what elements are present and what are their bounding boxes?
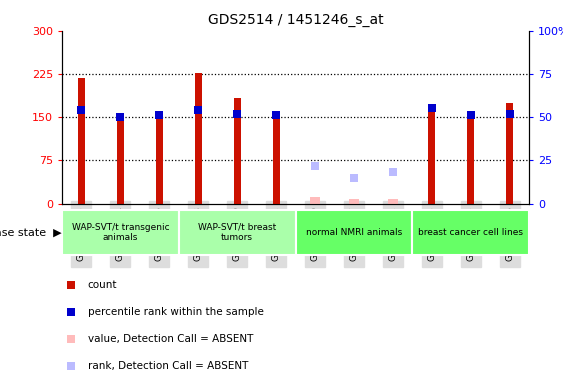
Bar	[506, 103, 513, 204]
Text: count: count	[88, 280, 117, 290]
Bar	[117, 113, 124, 204]
Bar	[467, 116, 474, 204]
Text: WAP-SVT/t transgenic
animals: WAP-SVT/t transgenic animals	[72, 223, 169, 242]
Point	[116, 114, 125, 120]
Point	[67, 336, 76, 342]
Point	[194, 107, 203, 113]
Bar	[310, 197, 320, 204]
Point	[155, 112, 164, 118]
Bar	[178, 210, 296, 255]
Bar	[412, 210, 529, 255]
Bar	[234, 98, 240, 204]
Bar	[195, 73, 202, 204]
Text: WAP-SVT/t breast
tumors: WAP-SVT/t breast tumors	[198, 223, 276, 242]
Bar	[388, 199, 398, 204]
Point	[67, 309, 76, 315]
Text: normal NMRI animals: normal NMRI animals	[306, 228, 402, 237]
Point	[67, 362, 76, 369]
Point	[388, 169, 397, 175]
Title: GDS2514 / 1451246_s_at: GDS2514 / 1451246_s_at	[208, 13, 383, 27]
Bar	[156, 119, 163, 204]
Point	[350, 174, 359, 181]
Point	[311, 162, 320, 169]
Text: disease state  ▶: disease state ▶	[0, 227, 62, 237]
Bar	[348, 199, 359, 204]
Text: breast cancer cell lines: breast cancer cell lines	[418, 228, 524, 237]
Point	[271, 112, 280, 118]
Point	[466, 112, 475, 118]
Bar	[428, 106, 435, 204]
Bar	[272, 113, 280, 204]
Point	[233, 111, 242, 117]
Point	[427, 105, 436, 111]
Bar	[296, 210, 412, 255]
Bar	[78, 78, 85, 204]
Text: value, Detection Call = ABSENT: value, Detection Call = ABSENT	[88, 334, 253, 344]
Text: percentile rank within the sample: percentile rank within the sample	[88, 307, 263, 317]
Point	[505, 111, 514, 117]
Point	[67, 282, 76, 288]
Text: rank, Detection Call = ABSENT: rank, Detection Call = ABSENT	[88, 361, 248, 371]
Point	[77, 107, 86, 113]
Bar	[62, 210, 178, 255]
